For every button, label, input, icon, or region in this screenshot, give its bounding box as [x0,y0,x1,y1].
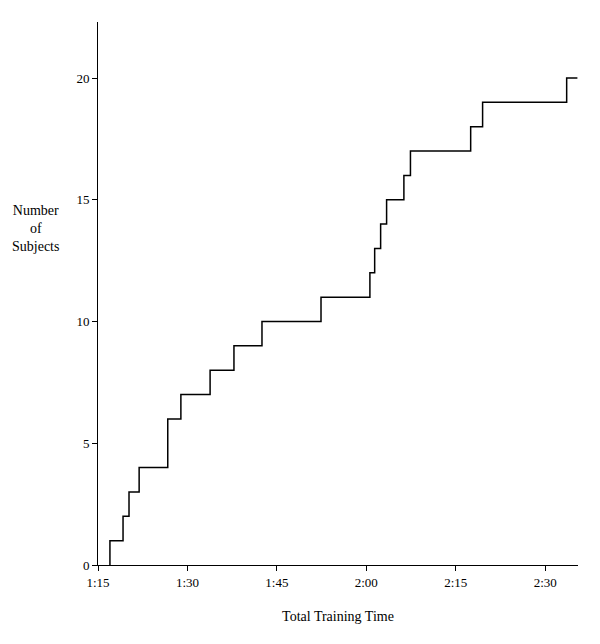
svg-text:15: 15 [76,192,89,207]
svg-text:2:15: 2:15 [444,575,467,590]
svg-text:20: 20 [76,71,89,86]
svg-text:1:15: 1:15 [86,575,109,590]
svg-text:1:30: 1:30 [176,575,199,590]
svg-text:NumberofSubjects: NumberofSubjects [12,203,59,254]
svg-text:1:45: 1:45 [265,575,288,590]
svg-text:Total Training Time: Total Training Time [282,609,394,624]
svg-text:10: 10 [76,314,89,329]
svg-text:2:30: 2:30 [534,575,557,590]
svg-text:2:00: 2:00 [355,575,378,590]
svg-text:0: 0 [83,558,90,573]
svg-text:5: 5 [83,436,90,451]
